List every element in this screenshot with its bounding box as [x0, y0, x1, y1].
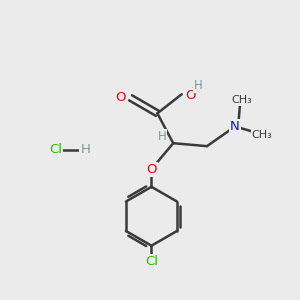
Text: H: H — [194, 79, 202, 92]
Text: Cl: Cl — [49, 143, 62, 157]
Text: O: O — [146, 163, 157, 176]
Text: H: H — [158, 130, 167, 143]
Text: CH₃: CH₃ — [251, 130, 272, 140]
Text: CH₃: CH₃ — [231, 95, 252, 105]
Text: Cl: Cl — [145, 255, 158, 268]
Text: O: O — [116, 91, 126, 104]
Text: O: O — [185, 89, 196, 102]
Text: H: H — [80, 143, 90, 157]
Text: N: N — [230, 120, 240, 133]
